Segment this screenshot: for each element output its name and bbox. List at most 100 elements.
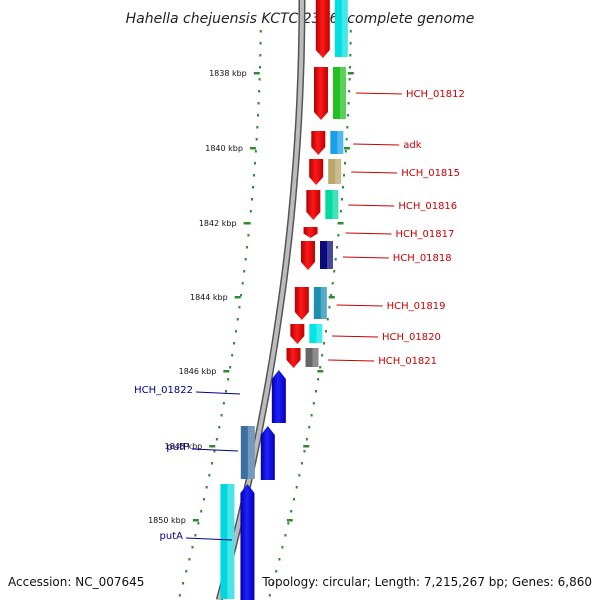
forward-gene-arrow[interactable] (311, 131, 326, 155)
position-dots (178, 30, 352, 597)
position-dot (197, 522, 200, 525)
kbp-tick (192, 519, 199, 522)
reverse-label-leader (185, 537, 233, 541)
reverse-gene-label[interactable]: putP (166, 442, 189, 453)
forward-label-leader (351, 171, 398, 174)
forward-gene-arrow[interactable] (300, 241, 315, 270)
forward-gene-arrow[interactable] (306, 190, 321, 220)
reverse-gene-arrow[interactable] (271, 370, 286, 423)
forward-gene-label[interactable]: HCH_01819 (387, 301, 446, 312)
position-dot (213, 450, 216, 453)
reverse-gene-arrow[interactable] (260, 426, 275, 480)
forward-gene-label[interactable]: HCH_01821 (378, 356, 437, 367)
forward-gene-label[interactable]: HCH_01818 (393, 253, 452, 264)
position-dot (259, 30, 262, 33)
kbp-tick-label: 1848 kbp (165, 442, 203, 451)
cog-tracks (220, 0, 348, 599)
position-dot (259, 42, 262, 45)
forward-gene-label[interactable]: adk (403, 140, 421, 151)
cog-shade (339, 67, 346, 119)
position-dot (330, 294, 333, 297)
position-dot (200, 510, 203, 513)
position-dot (333, 270, 336, 273)
position-dot (257, 114, 260, 117)
position-dot (340, 198, 343, 201)
reverse-cog-block (240, 426, 255, 479)
position-dot (222, 402, 225, 405)
forward-cog-block (328, 159, 342, 184)
kbp-tick-label: 1850 kbp (148, 516, 186, 525)
position-dot (202, 498, 205, 501)
forward-gene-arrow[interactable] (294, 287, 309, 320)
accession-text: Accession: NC_007645 (8, 575, 144, 589)
position-dot (248, 222, 251, 225)
position-dot (258, 90, 261, 93)
kbp-ticks: 1838 kbp 1840 kbp 1842 kbp 1844 kbp 1846 kbp… (148, 69, 354, 525)
outer-tick (337, 222, 344, 225)
position-dot (205, 486, 208, 489)
forward-gene-arrow[interactable] (290, 324, 305, 344)
position-dot (349, 30, 352, 33)
cog-shade (341, 0, 348, 57)
position-dot (287, 522, 290, 525)
forward-cog-block (313, 287, 327, 319)
position-dot (244, 258, 247, 261)
kbp-tick-label: 1846 kbp (179, 367, 217, 376)
position-dot (258, 78, 261, 81)
forward-gene-arrow[interactable] (315, 0, 330, 58)
cog-shade (316, 324, 323, 343)
position-dot (305, 438, 308, 441)
position-dot (210, 462, 213, 465)
forward-gene-arrow[interactable] (313, 67, 328, 120)
position-dot (255, 138, 258, 141)
reverse-gene-arrow[interactable] (240, 484, 255, 600)
position-dot (194, 534, 197, 537)
position-dot (241, 282, 244, 285)
reverse-gene-label[interactable]: putA (160, 531, 184, 542)
outer-tick (328, 296, 335, 299)
cog-shade (332, 190, 339, 219)
forward-gene-label[interactable]: HCH_01815 (401, 168, 460, 179)
outer-tick (347, 72, 354, 75)
kbp-tick (243, 222, 250, 225)
position-dot (231, 354, 234, 357)
position-dot (233, 342, 236, 345)
position-dot (328, 306, 331, 309)
kbp-tick (253, 72, 260, 75)
position-dot (281, 546, 284, 549)
forward-label-leader (328, 359, 375, 362)
position-dot (256, 126, 259, 129)
position-dot (284, 534, 287, 537)
forward-gene-arrow[interactable] (303, 227, 318, 238)
cog-shade (326, 241, 333, 269)
reverse-gene-label[interactable]: HCH_01822 (134, 385, 193, 396)
position-dot (339, 210, 342, 213)
forward-gene-label[interactable]: HCH_01820 (382, 332, 441, 343)
forward-gene-arrow[interactable] (286, 348, 301, 368)
kbp-tick-label: 1838 kbp (209, 69, 247, 78)
position-dot (247, 234, 250, 237)
kbp-tick (249, 147, 256, 150)
position-dot (348, 90, 351, 93)
forward-gene-arrow[interactable] (309, 159, 324, 185)
forward-label-leader (342, 256, 389, 259)
outer-tick (343, 147, 350, 150)
position-dot (178, 594, 181, 597)
position-dot (185, 570, 188, 573)
position-dot (290, 510, 293, 513)
position-dot (323, 342, 326, 345)
outer-tick (303, 445, 310, 448)
position-dot (346, 126, 349, 129)
position-dot (349, 42, 352, 45)
position-dot (234, 330, 237, 333)
forward-gene-label[interactable]: HCH_01812 (406, 89, 465, 100)
position-dot (342, 186, 345, 189)
position-dot (344, 150, 347, 153)
cog-shade (337, 131, 344, 154)
position-dot (331, 282, 334, 285)
position-dot (349, 54, 352, 57)
position-dot (348, 78, 351, 81)
forward-gene-label[interactable]: HCH_01816 (398, 201, 457, 212)
forward-gene-label[interactable]: HCH_01817 (396, 229, 455, 240)
